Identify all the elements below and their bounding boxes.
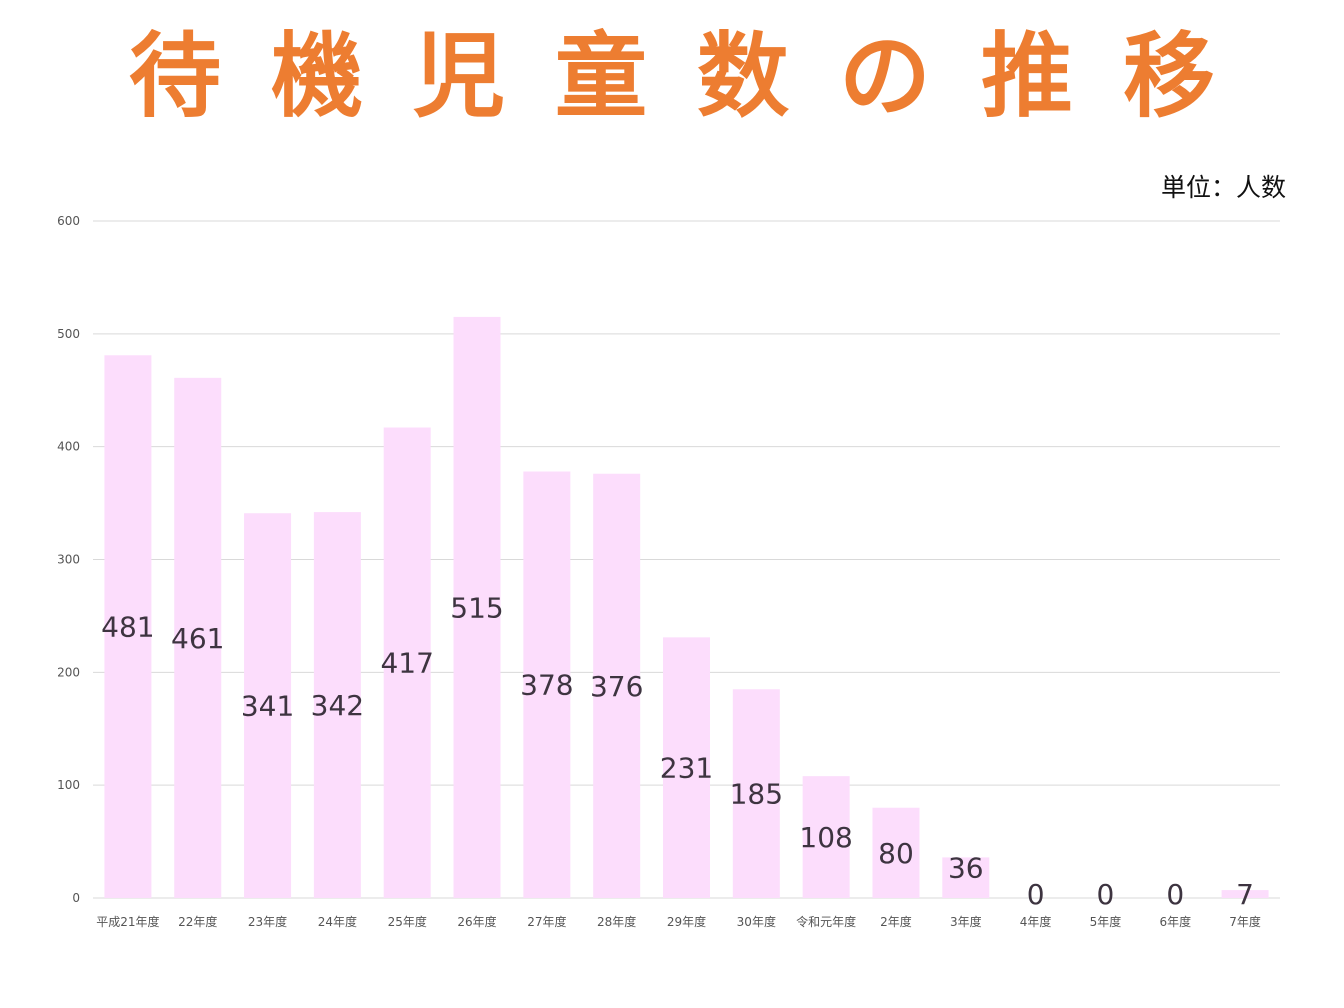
bar xyxy=(732,689,780,898)
bar xyxy=(1221,890,1269,898)
y-tick-label: 600 xyxy=(57,214,80,228)
data-label: 481 xyxy=(101,611,154,644)
bar xyxy=(174,377,222,898)
bars xyxy=(104,316,1269,898)
x-category-label: 平成21年度 xyxy=(96,914,159,929)
y-axis-ticks: 0 100 200 300 400 500 600 xyxy=(57,214,80,905)
data-label: 378 xyxy=(520,669,573,702)
data-label: 515 xyxy=(450,591,503,624)
y-tick-label: 500 xyxy=(57,327,80,341)
x-category-label: 24年度 xyxy=(318,914,357,929)
data-labels: 481 461 341 342 417 515 378 376 231 185 108 80 36 0 0 0… xyxy=(101,591,1254,911)
data-label: 341 xyxy=(241,690,294,723)
x-category-label: 4年度 xyxy=(1020,914,1052,929)
data-label: 342 xyxy=(311,689,364,722)
x-category-label: 5年度 xyxy=(1090,914,1122,929)
bar xyxy=(453,316,501,898)
bar xyxy=(802,776,850,898)
bar xyxy=(383,427,431,898)
data-label: 417 xyxy=(380,647,433,680)
bar xyxy=(663,637,710,898)
data-label: 108 xyxy=(799,821,852,854)
x-category-label: 30年度 xyxy=(737,914,776,929)
data-label: 7 xyxy=(1236,878,1254,911)
x-category-label: 25年度 xyxy=(388,914,427,929)
data-label: 80 xyxy=(878,837,914,870)
data-label: 0 xyxy=(1166,878,1184,911)
bar xyxy=(523,471,571,898)
x-category-label: 22年度 xyxy=(178,914,217,929)
x-category-label: 3年度 xyxy=(950,914,982,929)
x-category-label: 27年度 xyxy=(527,914,566,929)
x-axis-categories: 平成21年度 22年度 23年度 24年度 25年度 26年度 27年度 28年度 29年度 30… xyxy=(96,914,1261,929)
x-category-label: 29年度 xyxy=(667,914,706,929)
data-label: 0 xyxy=(1097,878,1115,911)
x-category-label: 26年度 xyxy=(457,914,496,929)
bar xyxy=(313,512,361,898)
x-category-label: 令和元年度 xyxy=(796,914,856,929)
y-tick-label: 300 xyxy=(57,553,80,567)
y-tick-label: 400 xyxy=(57,440,80,454)
x-category-label: 23年度 xyxy=(248,914,287,929)
x-category-label: 7年度 xyxy=(1229,914,1261,929)
page-title: 待機児童数の推移 xyxy=(128,23,1265,130)
bar xyxy=(872,807,920,898)
data-label: 461 xyxy=(171,622,224,655)
bar xyxy=(244,513,292,898)
bar xyxy=(942,857,990,898)
data-label: 185 xyxy=(730,778,783,811)
y-tick-label: 100 xyxy=(57,778,80,792)
data-label: 376 xyxy=(590,670,643,703)
y-tick-label: 200 xyxy=(57,665,80,679)
bar xyxy=(593,473,641,898)
y-tick-label: 0 xyxy=(72,891,80,905)
data-label: 0 xyxy=(1027,878,1045,911)
unit-label: 単位：人数 xyxy=(1160,173,1286,202)
data-label: 231 xyxy=(660,752,713,785)
bar xyxy=(104,355,152,898)
x-category-label: 28年度 xyxy=(597,914,636,929)
x-category-label: 2年度 xyxy=(880,914,912,929)
data-label: 36 xyxy=(948,851,984,884)
x-category-label: 6年度 xyxy=(1159,914,1191,929)
